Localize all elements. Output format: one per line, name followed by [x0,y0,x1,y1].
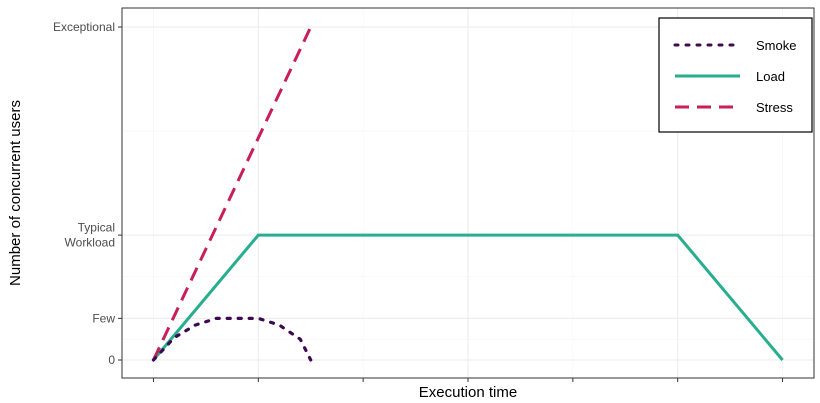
x-axis-title: Execution time [419,384,517,401]
y-axis-title: Number of concurrent users [7,100,24,286]
series-line-load [152,233,784,361]
y-tick-label: 0 [108,353,115,367]
series-line-stress [152,26,313,361]
y-tick-label: Exceptional [53,20,115,34]
y-tick-label: Typical [78,221,115,235]
legend: Smoke Load Stress [658,17,813,133]
y-tick-label: Workload [65,236,115,250]
legend-label-smoke: Smoke [756,38,796,53]
y-tick-label: Few [92,311,115,325]
series-line-smoke [151,316,313,362]
legend-label-load: Load [756,69,785,84]
series-layer [151,26,784,362]
legend-label-stress: Stress [756,100,793,115]
